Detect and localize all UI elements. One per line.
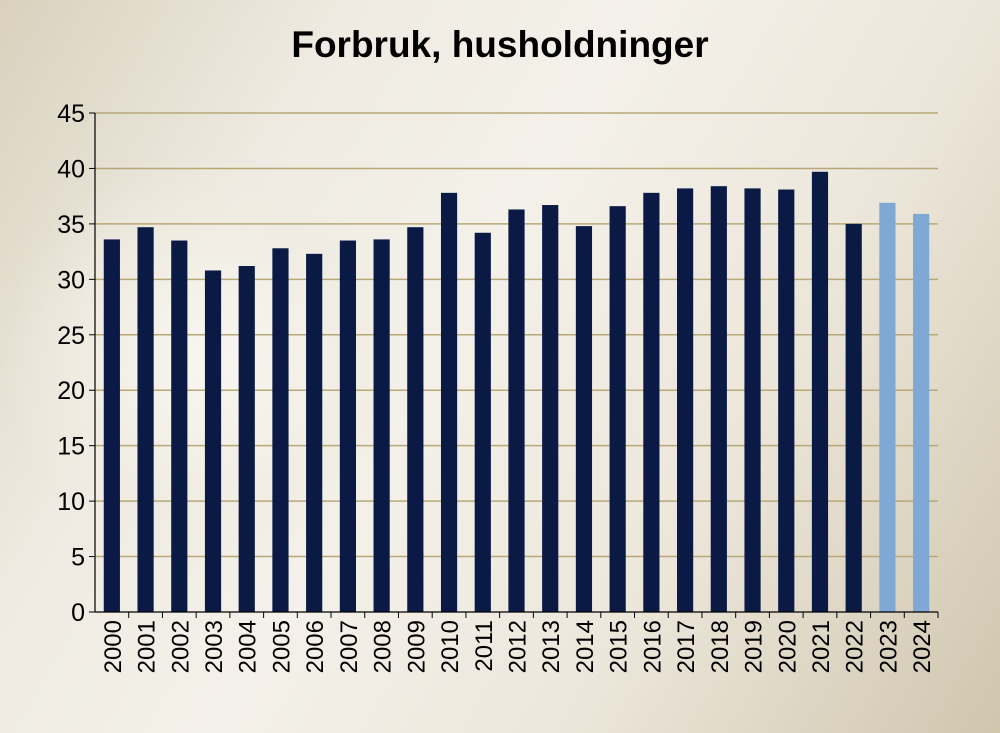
bar-2000 bbox=[103, 239, 120, 612]
bar-2019 bbox=[744, 188, 761, 612]
y-tick-label: 45 bbox=[57, 100, 85, 128]
bar-2003 bbox=[204, 270, 222, 612]
bar-2014 bbox=[575, 226, 593, 612]
y-tick-label: 20 bbox=[57, 377, 85, 405]
bar-2015 bbox=[609, 206, 626, 612]
x-tick-label: 2002 bbox=[167, 620, 194, 673]
bar-2023 bbox=[879, 202, 896, 612]
y-tick-label: 25 bbox=[57, 322, 85, 350]
y-tick-label: 35 bbox=[57, 211, 85, 239]
y-tick-label: 5 bbox=[71, 544, 85, 572]
bar-2012 bbox=[508, 209, 525, 612]
bar-2013 bbox=[542, 205, 559, 612]
bar-2018 bbox=[710, 186, 727, 613]
y-tick-label: 40 bbox=[57, 155, 85, 183]
bar-2001 bbox=[137, 227, 154, 612]
x-tick-label: 2005 bbox=[268, 620, 295, 673]
x-tick-label: 2003 bbox=[201, 620, 228, 673]
bar-2016 bbox=[643, 192, 660, 612]
x-tick-label: 2023 bbox=[875, 620, 902, 673]
y-tick-label: 10 bbox=[57, 488, 85, 516]
bar-2007 bbox=[339, 240, 356, 612]
x-tick-label: 2010 bbox=[437, 620, 464, 673]
bar-2011 bbox=[474, 232, 491, 612]
x-tick-label: 2008 bbox=[370, 620, 397, 673]
x-tick-label: 2000 bbox=[100, 620, 127, 673]
bar-2005 bbox=[272, 248, 289, 613]
bar-2002 bbox=[171, 240, 188, 612]
x-tick-label: 2004 bbox=[235, 620, 262, 673]
y-tick-label: 15 bbox=[57, 433, 85, 461]
x-tick-label: 2013 bbox=[538, 620, 565, 673]
bar-2022 bbox=[845, 223, 862, 612]
x-tick-label: 2022 bbox=[842, 620, 869, 673]
x-tick-label: 2016 bbox=[639, 620, 666, 673]
x-tick-label: 2014 bbox=[572, 620, 599, 673]
x-tick-label: 2015 bbox=[606, 620, 633, 673]
x-tick-label: 2018 bbox=[707, 620, 734, 673]
x-tick-label: 2001 bbox=[134, 620, 161, 673]
bar-2017 bbox=[677, 188, 694, 612]
x-tick-label: 2007 bbox=[336, 620, 363, 673]
x-tick-label: 2021 bbox=[808, 620, 835, 673]
bar-2024 bbox=[913, 213, 930, 613]
bar-2006 bbox=[306, 253, 323, 612]
x-tick-label: 2024 bbox=[909, 620, 936, 673]
bar-2009 bbox=[407, 227, 424, 612]
y-tick-label: 30 bbox=[57, 266, 85, 294]
bar-2021 bbox=[811, 171, 829, 612]
bar-2008 bbox=[373, 239, 390, 612]
x-tick-label: 2019 bbox=[741, 620, 768, 673]
x-tick-label: 2012 bbox=[505, 620, 532, 673]
bar-2004 bbox=[238, 266, 255, 612]
x-tick-label: 2011 bbox=[471, 620, 498, 672]
x-tick-label: 2006 bbox=[302, 620, 329, 673]
bar-2010 bbox=[440, 192, 458, 612]
x-tick-label: 2017 bbox=[673, 620, 700, 673]
x-tick-label: 2020 bbox=[774, 620, 801, 673]
y-tick-label: 0 bbox=[71, 599, 85, 627]
x-tick-label: 2009 bbox=[403, 620, 430, 673]
chart-title: Forbruk, husholdninger bbox=[291, 24, 709, 65]
bar-2020 bbox=[778, 189, 795, 612]
